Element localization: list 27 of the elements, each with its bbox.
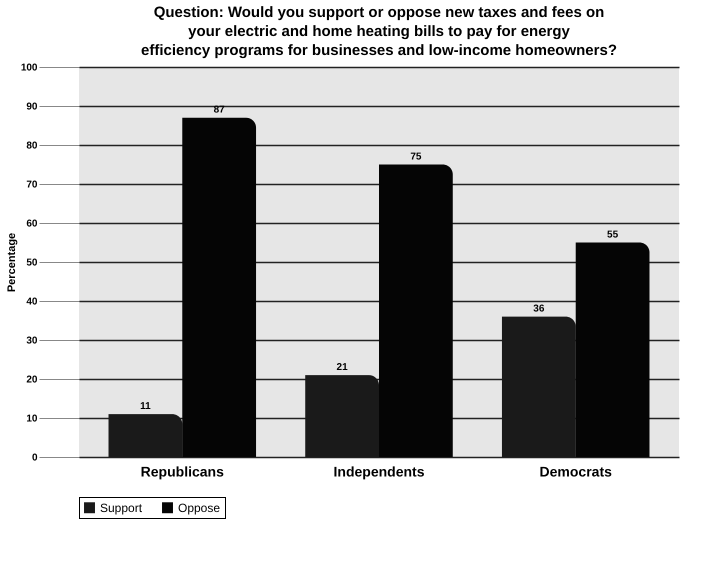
y-axis-title: Percentage bbox=[6, 232, 18, 292]
bar bbox=[182, 118, 256, 457]
y-tick-label: 20 bbox=[26, 374, 38, 386]
x-tick-label: Democrats bbox=[540, 464, 612, 480]
y-tick-label: 60 bbox=[26, 218, 38, 230]
y-tick-label: 0 bbox=[32, 452, 38, 464]
y-tick-label: 70 bbox=[26, 180, 38, 190]
data-label: 87 bbox=[214, 104, 226, 116]
bar bbox=[379, 164, 453, 457]
data-label: 75 bbox=[410, 152, 422, 162]
y-tick-label: 50 bbox=[26, 258, 38, 268]
legend-label: Oppose bbox=[178, 500, 220, 515]
y-tick-label: 30 bbox=[26, 336, 38, 346]
legend-label: Support bbox=[100, 500, 143, 515]
y-tick-label: 40 bbox=[26, 296, 38, 308]
data-label: 11 bbox=[140, 401, 152, 412]
bar bbox=[576, 242, 650, 457]
y-tick-label: 80 bbox=[26, 140, 38, 152]
y-tick-label: 100 bbox=[20, 62, 38, 74]
y-tick-label: 10 bbox=[26, 414, 38, 424]
x-tick-label: Republicans bbox=[140, 464, 224, 480]
data-label: 36 bbox=[533, 304, 545, 315]
y-tick-label: 90 bbox=[26, 102, 38, 112]
data-label: 55 bbox=[607, 230, 619, 240]
data-label: 21 bbox=[336, 362, 348, 374]
chart-title: Question: Would you support or oppose new taxes and fees on your electric and home heating bills to pay for energy efficiency programs for businesses and low-income homeowners? bbox=[141, 4, 617, 59]
x-tick-label: Independents bbox=[333, 464, 425, 480]
